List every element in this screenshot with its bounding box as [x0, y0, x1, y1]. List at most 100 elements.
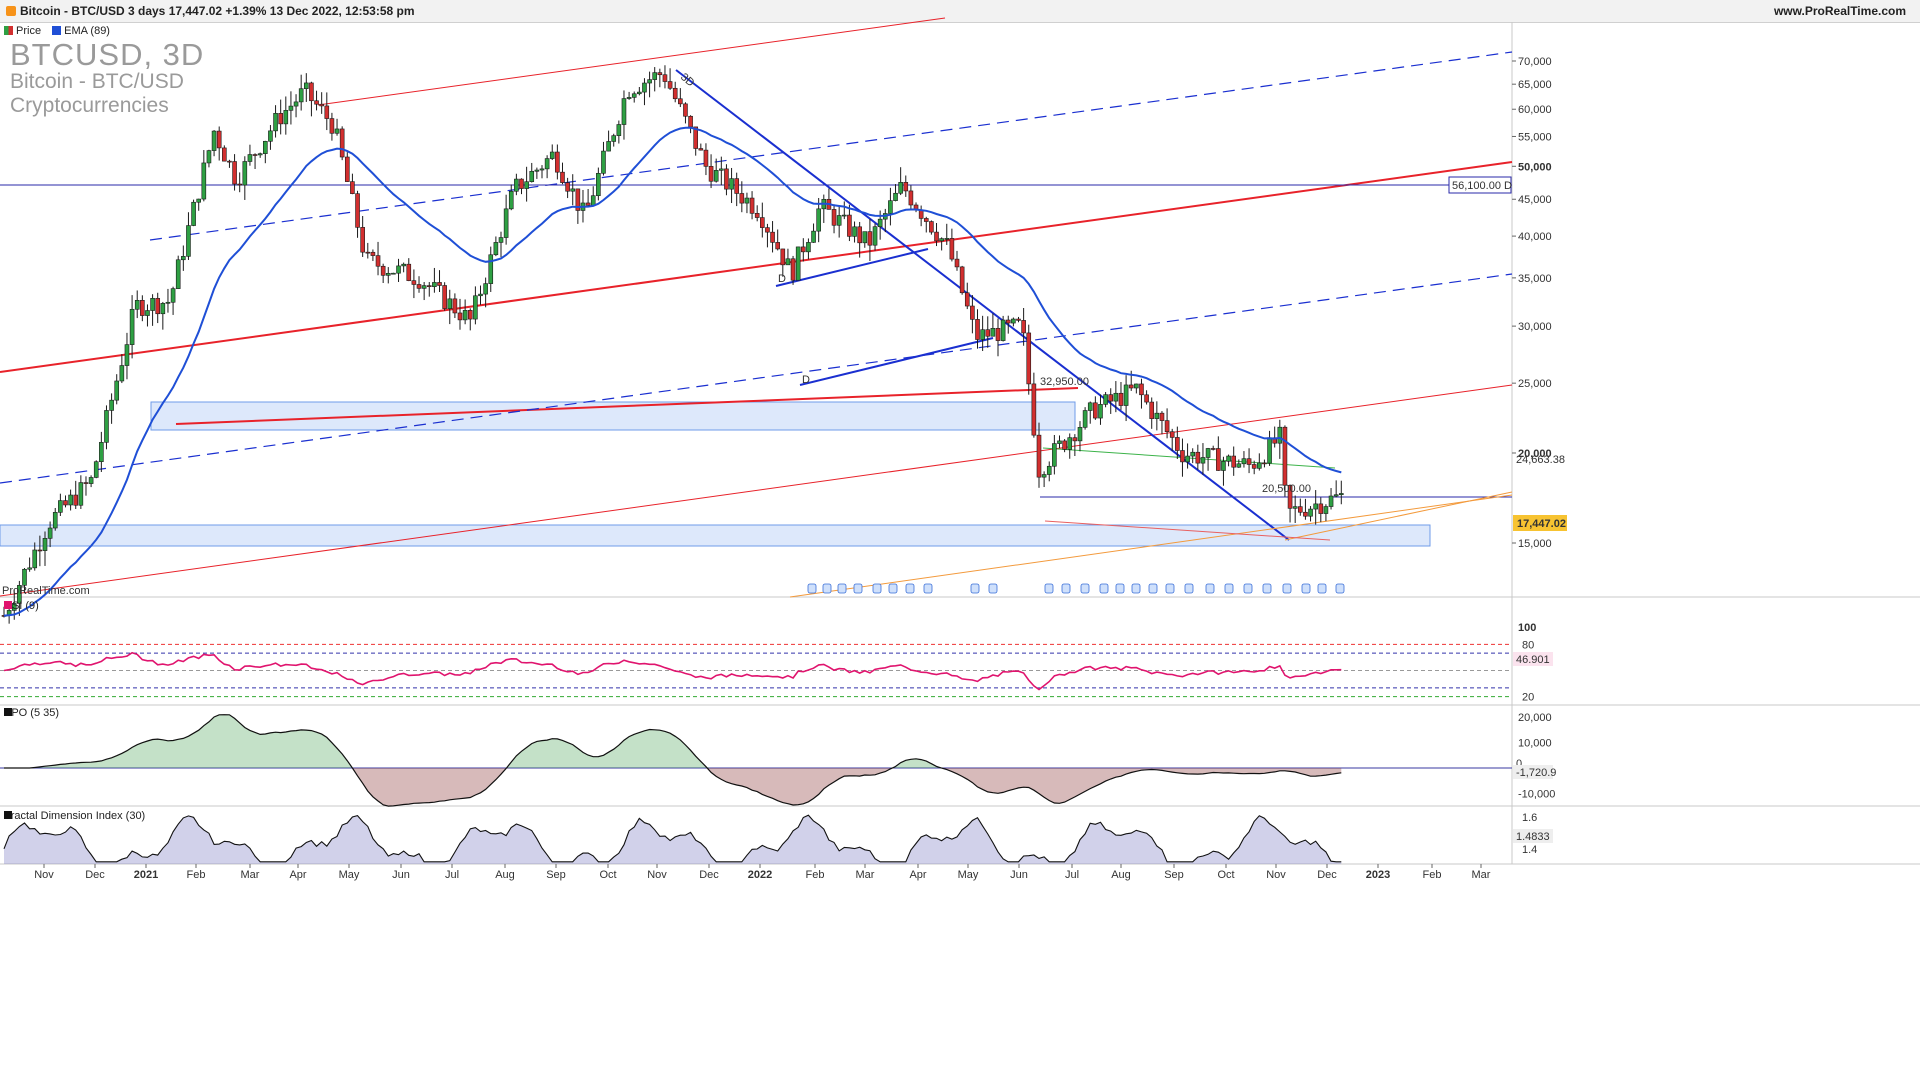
candle-body — [1118, 392, 1124, 406]
candle-body — [585, 202, 591, 206]
fdi-last-box — [1513, 829, 1553, 843]
candle-body — [831, 209, 837, 226]
x-tick-label: Dec — [1317, 869, 1337, 881]
candle-body — [442, 285, 447, 309]
candle-body — [22, 568, 27, 586]
candle-body — [621, 98, 627, 125]
candle-body — [124, 344, 130, 366]
candle-body — [698, 148, 704, 151]
candle-body — [365, 251, 371, 254]
copyright-label: ProRealTime.com — [2, 585, 90, 597]
apo-negative-fill — [4, 768, 1342, 807]
candle-body — [713, 170, 719, 182]
price-tick-label: 15,000 — [1518, 538, 1552, 550]
apo-title: APO (5 35) — [4, 707, 59, 719]
candle-body — [1052, 443, 1057, 467]
candle-body — [339, 128, 345, 158]
candle-body — [32, 549, 38, 569]
red-support-line — [175, 387, 1079, 425]
x-tick-label: Sep — [546, 869, 566, 881]
site-link[interactable]: www.ProRealTime.com — [1773, 4, 1906, 18]
fdi-line — [3, 814, 1342, 863]
price-tick-label: 70,000 — [1518, 56, 1552, 68]
rsi-swatch — [4, 601, 12, 609]
candle-body — [1016, 318, 1021, 321]
candle-body — [401, 263, 406, 267]
apo-last-value: -1,720.9 — [1516, 767, 1556, 779]
candle-body — [985, 329, 991, 337]
candle-body — [145, 310, 150, 316]
candle-body — [298, 88, 304, 103]
candle-body — [288, 105, 294, 111]
candle-body — [785, 258, 791, 266]
candle-body — [841, 214, 847, 217]
candle-body — [1205, 448, 1211, 458]
legend: Price EMA (89) — [4, 23, 118, 39]
candle-body — [227, 160, 232, 163]
candle-body — [150, 298, 155, 311]
event-calendar-icon — [853, 583, 863, 594]
candle-body — [606, 141, 611, 152]
candle-body — [83, 482, 89, 484]
event-calendar-icon — [1148, 583, 1158, 594]
candle-body — [483, 283, 488, 295]
candle-body — [263, 140, 268, 154]
candle-body — [488, 254, 494, 284]
candle-body — [109, 399, 114, 411]
bitcoin-icon — [6, 6, 16, 16]
candle-body — [1057, 440, 1062, 444]
event-calendar-icon — [970, 583, 980, 594]
candle-body — [134, 300, 140, 310]
candle-body — [52, 512, 58, 529]
event-calendar-icon — [923, 583, 933, 594]
candle-body — [806, 242, 811, 253]
price-tick-label: 40,000 — [1518, 231, 1552, 243]
candle-body — [478, 293, 483, 297]
label-56100: 56,100.00 D — [1452, 180, 1512, 192]
x-tick-label: Oct — [1217, 869, 1234, 881]
x-tick-label: May — [339, 869, 360, 881]
event-calendar-icon — [1335, 583, 1345, 594]
candle-body — [37, 549, 43, 552]
resistance-zone — [150, 401, 1076, 431]
candle-body — [770, 231, 775, 243]
event-calendar-icon — [1205, 583, 1215, 594]
x-tick-label: Nov — [34, 869, 54, 881]
candle-body — [847, 214, 852, 237]
fdi-fill — [4, 815, 1342, 864]
candle-body — [1303, 511, 1308, 517]
legend-ema[interactable]: EMA (89) — [52, 25, 110, 37]
candle-body — [1036, 434, 1042, 478]
apo-positive-fill — [4, 714, 1342, 768]
candle-body — [626, 97, 632, 99]
symbol-watermark: BTCUSD, 3D Bitcoin - BTC/USD Cryptocurre… — [10, 39, 204, 118]
legend-price[interactable]: Price — [4, 25, 41, 37]
candle-body — [493, 242, 499, 256]
label-32950: 32,950.00 — [1040, 376, 1089, 388]
box-56100 — [1448, 176, 1512, 194]
fdi-tick-label: 1.4 — [1522, 844, 1537, 856]
candle-body — [1180, 450, 1185, 463]
candle-body — [247, 154, 253, 162]
candle-body — [426, 285, 432, 287]
rsi-tick-label: 20 — [1522, 692, 1534, 704]
candle-body — [104, 410, 109, 443]
candle-body — [683, 103, 688, 117]
event-calendar-icon — [1243, 583, 1253, 594]
rsi-last-box — [1513, 652, 1553, 666]
candle-body — [780, 248, 786, 266]
candle-body — [1164, 420, 1170, 433]
event-calendar-icon — [1224, 583, 1234, 594]
candle-body — [1241, 458, 1247, 465]
candle-body — [329, 118, 335, 134]
candle-body — [391, 272, 396, 275]
apo-zero-tick: 0 — [1516, 758, 1522, 770]
candle-body — [93, 461, 99, 478]
candle-body — [303, 82, 309, 89]
candle-body — [877, 218, 883, 227]
candle-body — [944, 238, 950, 240]
candle-body — [949, 238, 955, 260]
candle-body — [1031, 383, 1037, 436]
candle-body — [196, 198, 202, 203]
